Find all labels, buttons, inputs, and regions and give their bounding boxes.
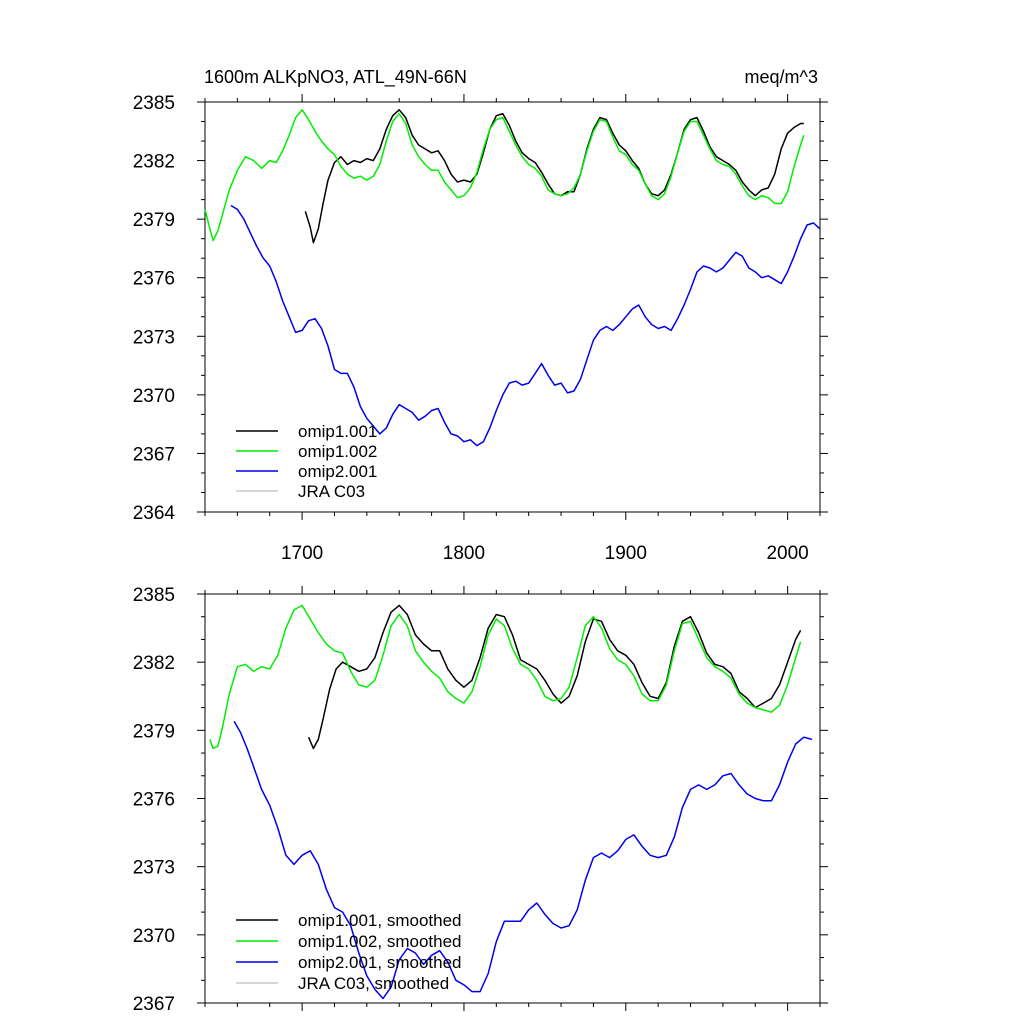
legend-label: omip2.001, smoothed	[298, 953, 462, 972]
y-tick-label: 2370	[133, 386, 175, 407]
y-tick-label: 2373	[133, 327, 175, 348]
legend-label: JRA C03	[298, 482, 365, 501]
series-line	[230, 204, 821, 447]
legend-label: omip1.002, smoothed	[298, 932, 462, 951]
y-tick-label: 2376	[133, 269, 175, 290]
x-tick-label: 2000	[766, 543, 808, 564]
legend-label: omip1.001	[298, 422, 377, 441]
plot-frame	[204, 101, 821, 513]
series-line	[233, 720, 813, 1000]
series-line	[204, 109, 805, 242]
legend-label: omip1.001, smoothed	[298, 911, 462, 930]
y-tick-label: 2373	[133, 858, 175, 879]
chart-title: 1600m ALKpNO3, ATL_49N-66N	[204, 67, 467, 88]
series-line	[304, 109, 804, 244]
chart-units: meq/m^3	[745, 67, 818, 87]
y-tick-label: 2382	[133, 653, 175, 674]
series-line	[307, 604, 802, 750]
x-tick-label: 1900	[605, 543, 647, 564]
legend-label: JRA C03, smoothed	[298, 974, 449, 993]
legend-label: omip2.001	[298, 462, 377, 481]
y-tick-label: 2367	[133, 444, 175, 465]
y-tick-label: 2379	[133, 210, 175, 231]
y-tick-label: 2385	[133, 585, 175, 606]
y-tick-label: 2370	[133, 926, 175, 947]
legend-label: omip1.002	[298, 442, 377, 461]
y-tick-label: 2376	[133, 790, 175, 811]
x-tick-label: 1800	[443, 543, 485, 564]
y-tick-label: 2382	[133, 152, 175, 173]
y-tick-label: 2364	[133, 503, 176, 524]
y-tick-label: 2379	[133, 721, 175, 742]
series-line	[209, 604, 802, 750]
y-tick-label: 2367	[133, 994, 175, 1015]
bottom-plot: 2367 2370 2373 2376 2379 2382 2385 omip1.001, s…	[133, 585, 828, 1015]
y-tick-label: 2385	[133, 93, 175, 114]
top-plot: 1700 1800 1900 2000 2364 2367 2370 2373 2376 2379…	[133, 93, 828, 564]
x-tick-label: 1700	[281, 543, 323, 564]
